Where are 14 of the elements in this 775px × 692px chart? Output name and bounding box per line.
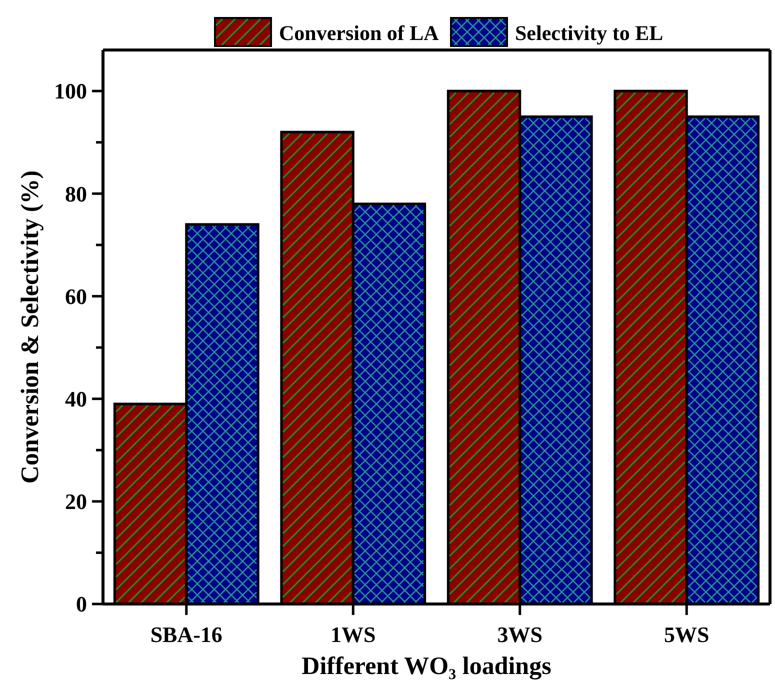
legend-label: Conversion of LA [279, 21, 440, 45]
y-tick-label: 20 [65, 489, 87, 514]
y-tick-label: 0 [76, 592, 87, 617]
x-axis-title: Different WO₃ loadings [302, 653, 552, 680]
y-tick-label: 100 [54, 78, 87, 104]
y-axis-title: Conversion & Selectivity (%) [17, 170, 44, 484]
x-tick-label: 1WS [330, 622, 376, 647]
x-tick-label: 3WS [497, 622, 542, 647]
y-tick-label: 60 [65, 284, 87, 309]
x-tick-label: SBA-16 [150, 622, 222, 647]
x-tick-label: 5WS [664, 622, 710, 647]
legend-label: Selectivity to EL [515, 21, 664, 45]
y-tick-label: 80 [65, 181, 87, 206]
y-tick-label: 40 [65, 386, 87, 412]
